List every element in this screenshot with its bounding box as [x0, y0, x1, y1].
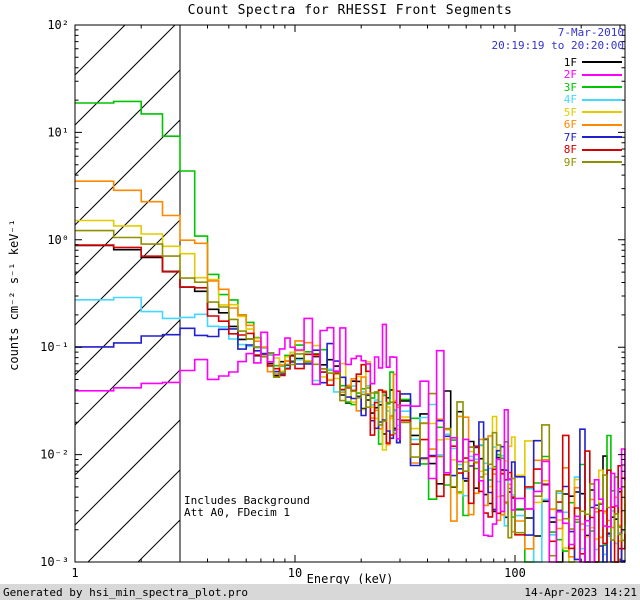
y-tick-label: 10⁻³ [40, 555, 69, 569]
legend-item-5F: 5F [564, 106, 622, 119]
legend-color-line [582, 61, 622, 64]
legend-item-4F: 4F [563, 93, 622, 107]
legend-item-8F: 8F [563, 143, 622, 157]
legend-color-line [582, 73, 622, 76]
legend-color-line [582, 123, 622, 126]
annotation-attenuator-state: Att A0, FDecim 1 [184, 506, 290, 519]
legend-color-line [582, 86, 622, 89]
legend-item-6F: 6F [563, 118, 622, 132]
footer-bar: Generated by hsi_min_spectra_plot.pro 14… [0, 584, 640, 600]
legend-item-1F: 1F [564, 56, 622, 69]
legend-label: 5F [563, 105, 577, 119]
x-axis-label: Energy (keV) [306, 572, 394, 586]
legend-label: 9F [563, 155, 577, 169]
x-tick-label: 100 [504, 566, 526, 580]
x-tick-label: 10 [288, 566, 302, 580]
legend-label: 8F [563, 143, 577, 157]
y-tick-label: 10² [47, 18, 69, 32]
legend: 1F 2F 3F 4F 5F 6F 7F 8F 9F [564, 56, 622, 169]
legend-color-line [582, 111, 622, 114]
observation-date: 7-Mar-2010 [557, 26, 624, 39]
legend-item-7F: 7F [564, 131, 622, 144]
legend-label: 7F [563, 130, 577, 144]
legend-color-line [582, 98, 622, 101]
legend-color-line [582, 148, 622, 151]
legend-label: 2F [563, 68, 577, 82]
x-tick-label: 1 [71, 566, 78, 580]
legend-item-2F: 2F [563, 68, 622, 82]
legend-item-3F: 3F [564, 81, 622, 94]
y-tick-label: 10⁻¹ [40, 340, 69, 354]
legend-item-9F: 9F [564, 156, 622, 169]
legend-label: 3F [563, 80, 577, 94]
y-tick-label: 10¹ [47, 125, 69, 139]
legend-label: 4F [563, 93, 577, 107]
observation-time-range: 20:19:19 to 20:20:00 [491, 39, 624, 52]
legend-label: 1F [563, 55, 577, 69]
generated-by-text: Generated by hsi_min_spectra_plot.pro [3, 585, 249, 599]
legend-label: 6F [563, 118, 577, 132]
y-tick-label: 10⁻² [40, 448, 69, 462]
annotation-includes-background: Includes Background [184, 494, 310, 507]
plot-title: Count Spectra for RHESSI Front Segments [187, 3, 513, 18]
y-tick-label: 10⁰ [47, 233, 69, 247]
render-timestamp: 14-Apr-2023 14:21 [524, 585, 637, 599]
y-axis-label: counts cm⁻² s⁻¹ keV⁻¹ [7, 219, 21, 371]
legend-color-line [582, 161, 622, 164]
legend-color-line [582, 136, 622, 139]
